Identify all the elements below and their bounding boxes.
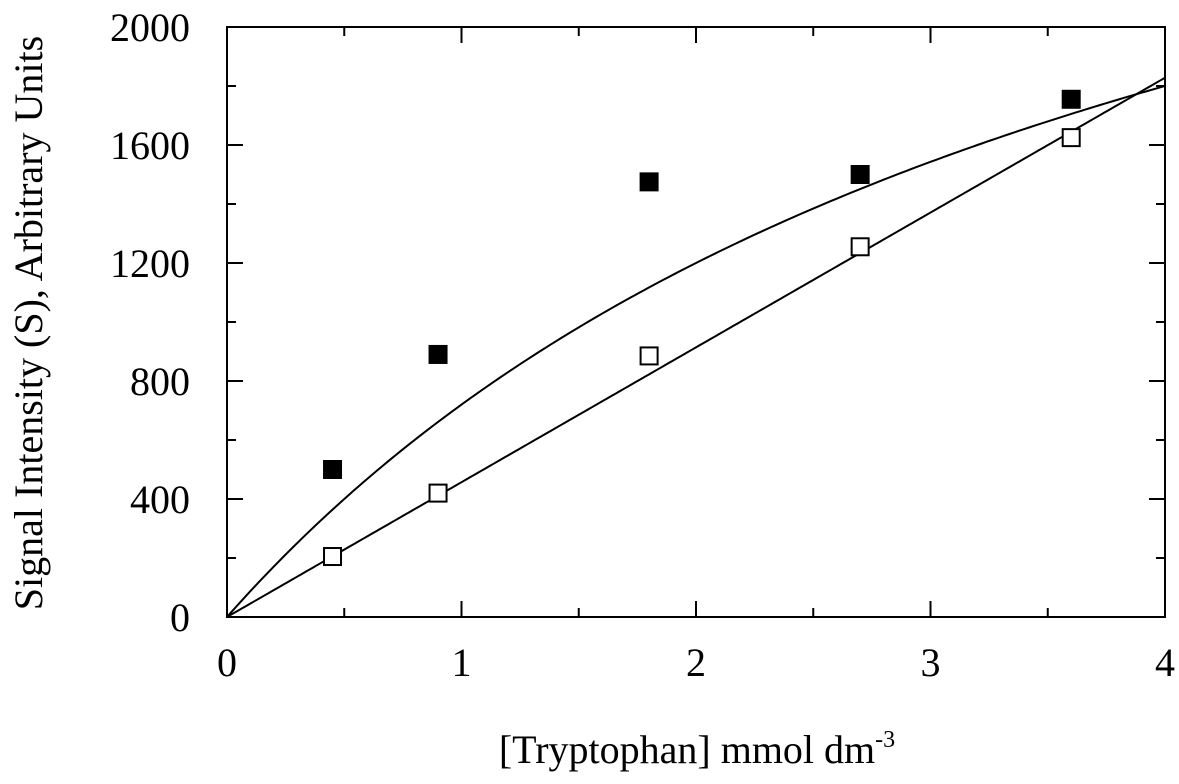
open-square-point	[1061, 128, 1081, 148]
y-tick-label: 1200	[110, 241, 190, 286]
y-tick-label: 1600	[110, 123, 190, 168]
filled-square-point	[1061, 89, 1081, 109]
filled-square-point	[850, 165, 870, 184]
x-axis-title-superscript: -3	[875, 727, 895, 753]
fit-curves	[227, 76, 1165, 617]
axes	[226, 26, 1166, 618]
x-tick-label: 4	[1155, 640, 1175, 685]
open-square-point	[850, 237, 870, 257]
y-tick-label: 0	[170, 595, 190, 640]
y-tick-label: 400	[130, 477, 190, 522]
x-axis-title-text: [Tryptophan] mmol dm	[499, 727, 875, 772]
fit-curve-filled-series	[227, 85, 1165, 617]
x-tick-label: 1	[452, 640, 472, 685]
open-square-point	[639, 346, 659, 366]
plot-frame	[226, 26, 1166, 618]
x-tick-label: 3	[921, 640, 941, 685]
y-tick-label: 2000	[110, 5, 190, 50]
y-axis-title: Signal Intensity (S), Arbitrary Units	[6, 36, 51, 610]
open-square-point	[428, 483, 448, 503]
x-tick-label: 2	[686, 640, 706, 685]
data-points	[323, 89, 1081, 567]
open-square-point	[323, 547, 343, 567]
filled-square-point	[323, 460, 343, 479]
y-tick-label: 800	[130, 359, 190, 404]
x-axis-title: [Tryptophan] mmol dm-3	[499, 727, 895, 772]
x-tick-label: 0	[217, 640, 237, 685]
tick-labels: 0 1 2 3 4 0 400 800 1200 1600 2000	[110, 5, 1175, 685]
filled-square-point	[428, 344, 448, 364]
fit-curve-open-series	[227, 76, 1165, 617]
filled-square-point	[639, 172, 659, 192]
